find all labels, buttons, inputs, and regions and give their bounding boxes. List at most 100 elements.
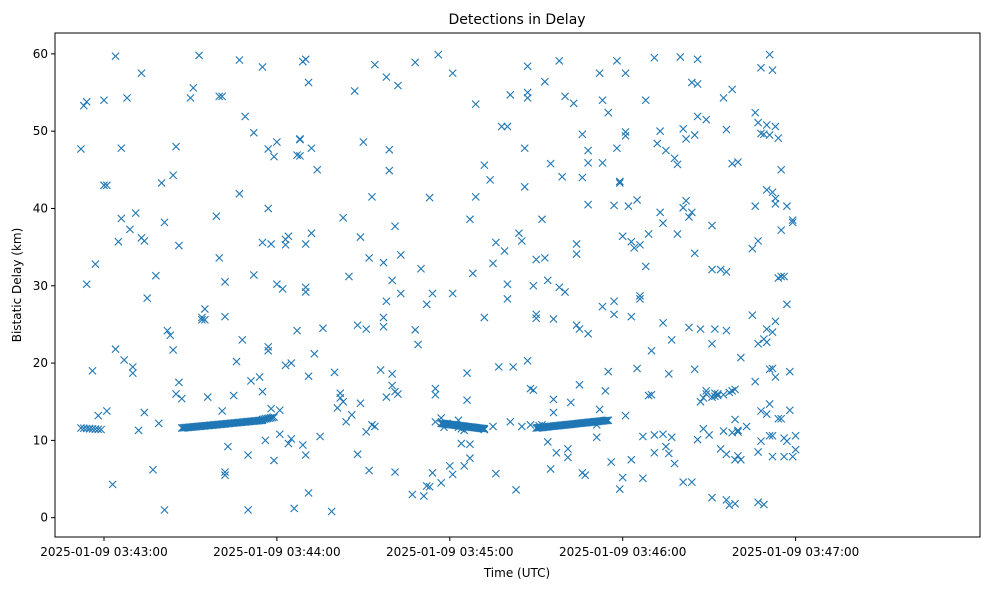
data-point <box>762 325 771 334</box>
data-point <box>419 492 428 501</box>
data-point <box>788 452 797 461</box>
data-point <box>765 131 774 140</box>
data-point <box>782 202 791 211</box>
data-point <box>260 415 269 424</box>
data-point <box>480 313 489 322</box>
data-point <box>719 93 728 102</box>
data-point <box>200 315 209 324</box>
data-point <box>258 63 267 72</box>
data-point <box>261 436 270 445</box>
data-point <box>263 414 272 423</box>
data-point <box>246 376 255 385</box>
data-point <box>268 413 277 422</box>
data-point <box>650 448 659 457</box>
data-point <box>272 138 281 146</box>
data-point <box>572 240 581 249</box>
data-point <box>601 386 610 395</box>
data-point <box>465 440 474 449</box>
data-point <box>780 272 789 281</box>
data-point <box>546 464 555 473</box>
data-point <box>478 424 487 433</box>
data-point <box>679 203 688 212</box>
data-point <box>91 260 100 269</box>
data-point <box>425 482 434 491</box>
data-point <box>215 253 224 262</box>
data-point <box>140 408 149 417</box>
data-point <box>336 393 345 402</box>
data-point <box>422 300 431 309</box>
data-point <box>169 171 178 180</box>
data-point <box>757 63 765 72</box>
data-point <box>644 229 653 238</box>
data-point <box>434 50 443 59</box>
data-point <box>265 414 274 423</box>
data-point <box>610 297 619 306</box>
data-point <box>731 455 740 464</box>
data-point <box>385 166 394 175</box>
data-point <box>134 426 143 435</box>
data-point <box>313 165 322 174</box>
data-point <box>235 56 244 65</box>
data-point <box>693 435 702 444</box>
data-point <box>128 369 137 378</box>
data-point <box>538 215 546 224</box>
data-point <box>624 202 633 211</box>
data-point <box>477 424 486 433</box>
data-point <box>751 377 760 386</box>
data-point <box>261 414 270 423</box>
data-point <box>111 52 120 61</box>
data-point <box>595 405 604 414</box>
data-point <box>731 499 740 508</box>
data-point <box>532 310 541 319</box>
data-point <box>607 458 616 467</box>
data-point <box>627 312 636 321</box>
data-point <box>563 444 572 453</box>
data-point <box>264 204 273 213</box>
data-point <box>748 311 757 320</box>
data-point <box>641 262 650 271</box>
data-point <box>603 416 612 425</box>
data-point <box>673 229 682 238</box>
data-point <box>388 381 397 390</box>
data-point <box>719 390 728 399</box>
data-point <box>125 225 134 234</box>
data-point <box>506 417 515 426</box>
data-point <box>249 270 258 279</box>
data-point <box>298 57 307 66</box>
data-point <box>558 172 567 181</box>
data-point <box>621 411 630 420</box>
data-point <box>500 246 509 255</box>
data-point <box>621 127 630 136</box>
data-point <box>264 342 273 351</box>
data-point <box>270 413 278 422</box>
data-point <box>437 478 446 487</box>
data-point <box>722 450 731 459</box>
data-point <box>463 369 472 378</box>
data-point <box>258 387 267 396</box>
data-point <box>393 390 402 398</box>
data-point <box>690 131 699 140</box>
x-tick-label: 2025-01-09 03:44:00 <box>213 545 340 559</box>
data-point <box>382 393 391 402</box>
data-point <box>408 490 417 499</box>
data-point <box>290 504 299 513</box>
data-point <box>782 437 791 446</box>
data-point <box>656 127 665 136</box>
data-point <box>633 195 642 204</box>
data-point <box>82 97 91 106</box>
data-point <box>719 427 728 436</box>
data-point <box>102 181 111 190</box>
data-point <box>673 160 682 169</box>
data-point <box>584 146 593 155</box>
data-point <box>584 158 593 167</box>
data-point <box>97 425 106 434</box>
data-point <box>526 420 535 429</box>
data-point <box>298 441 307 450</box>
data-point <box>376 366 385 375</box>
data-point <box>771 199 780 208</box>
data-point <box>736 353 745 362</box>
data-point <box>598 96 607 105</box>
data-point <box>572 321 581 330</box>
data-point <box>229 391 238 400</box>
